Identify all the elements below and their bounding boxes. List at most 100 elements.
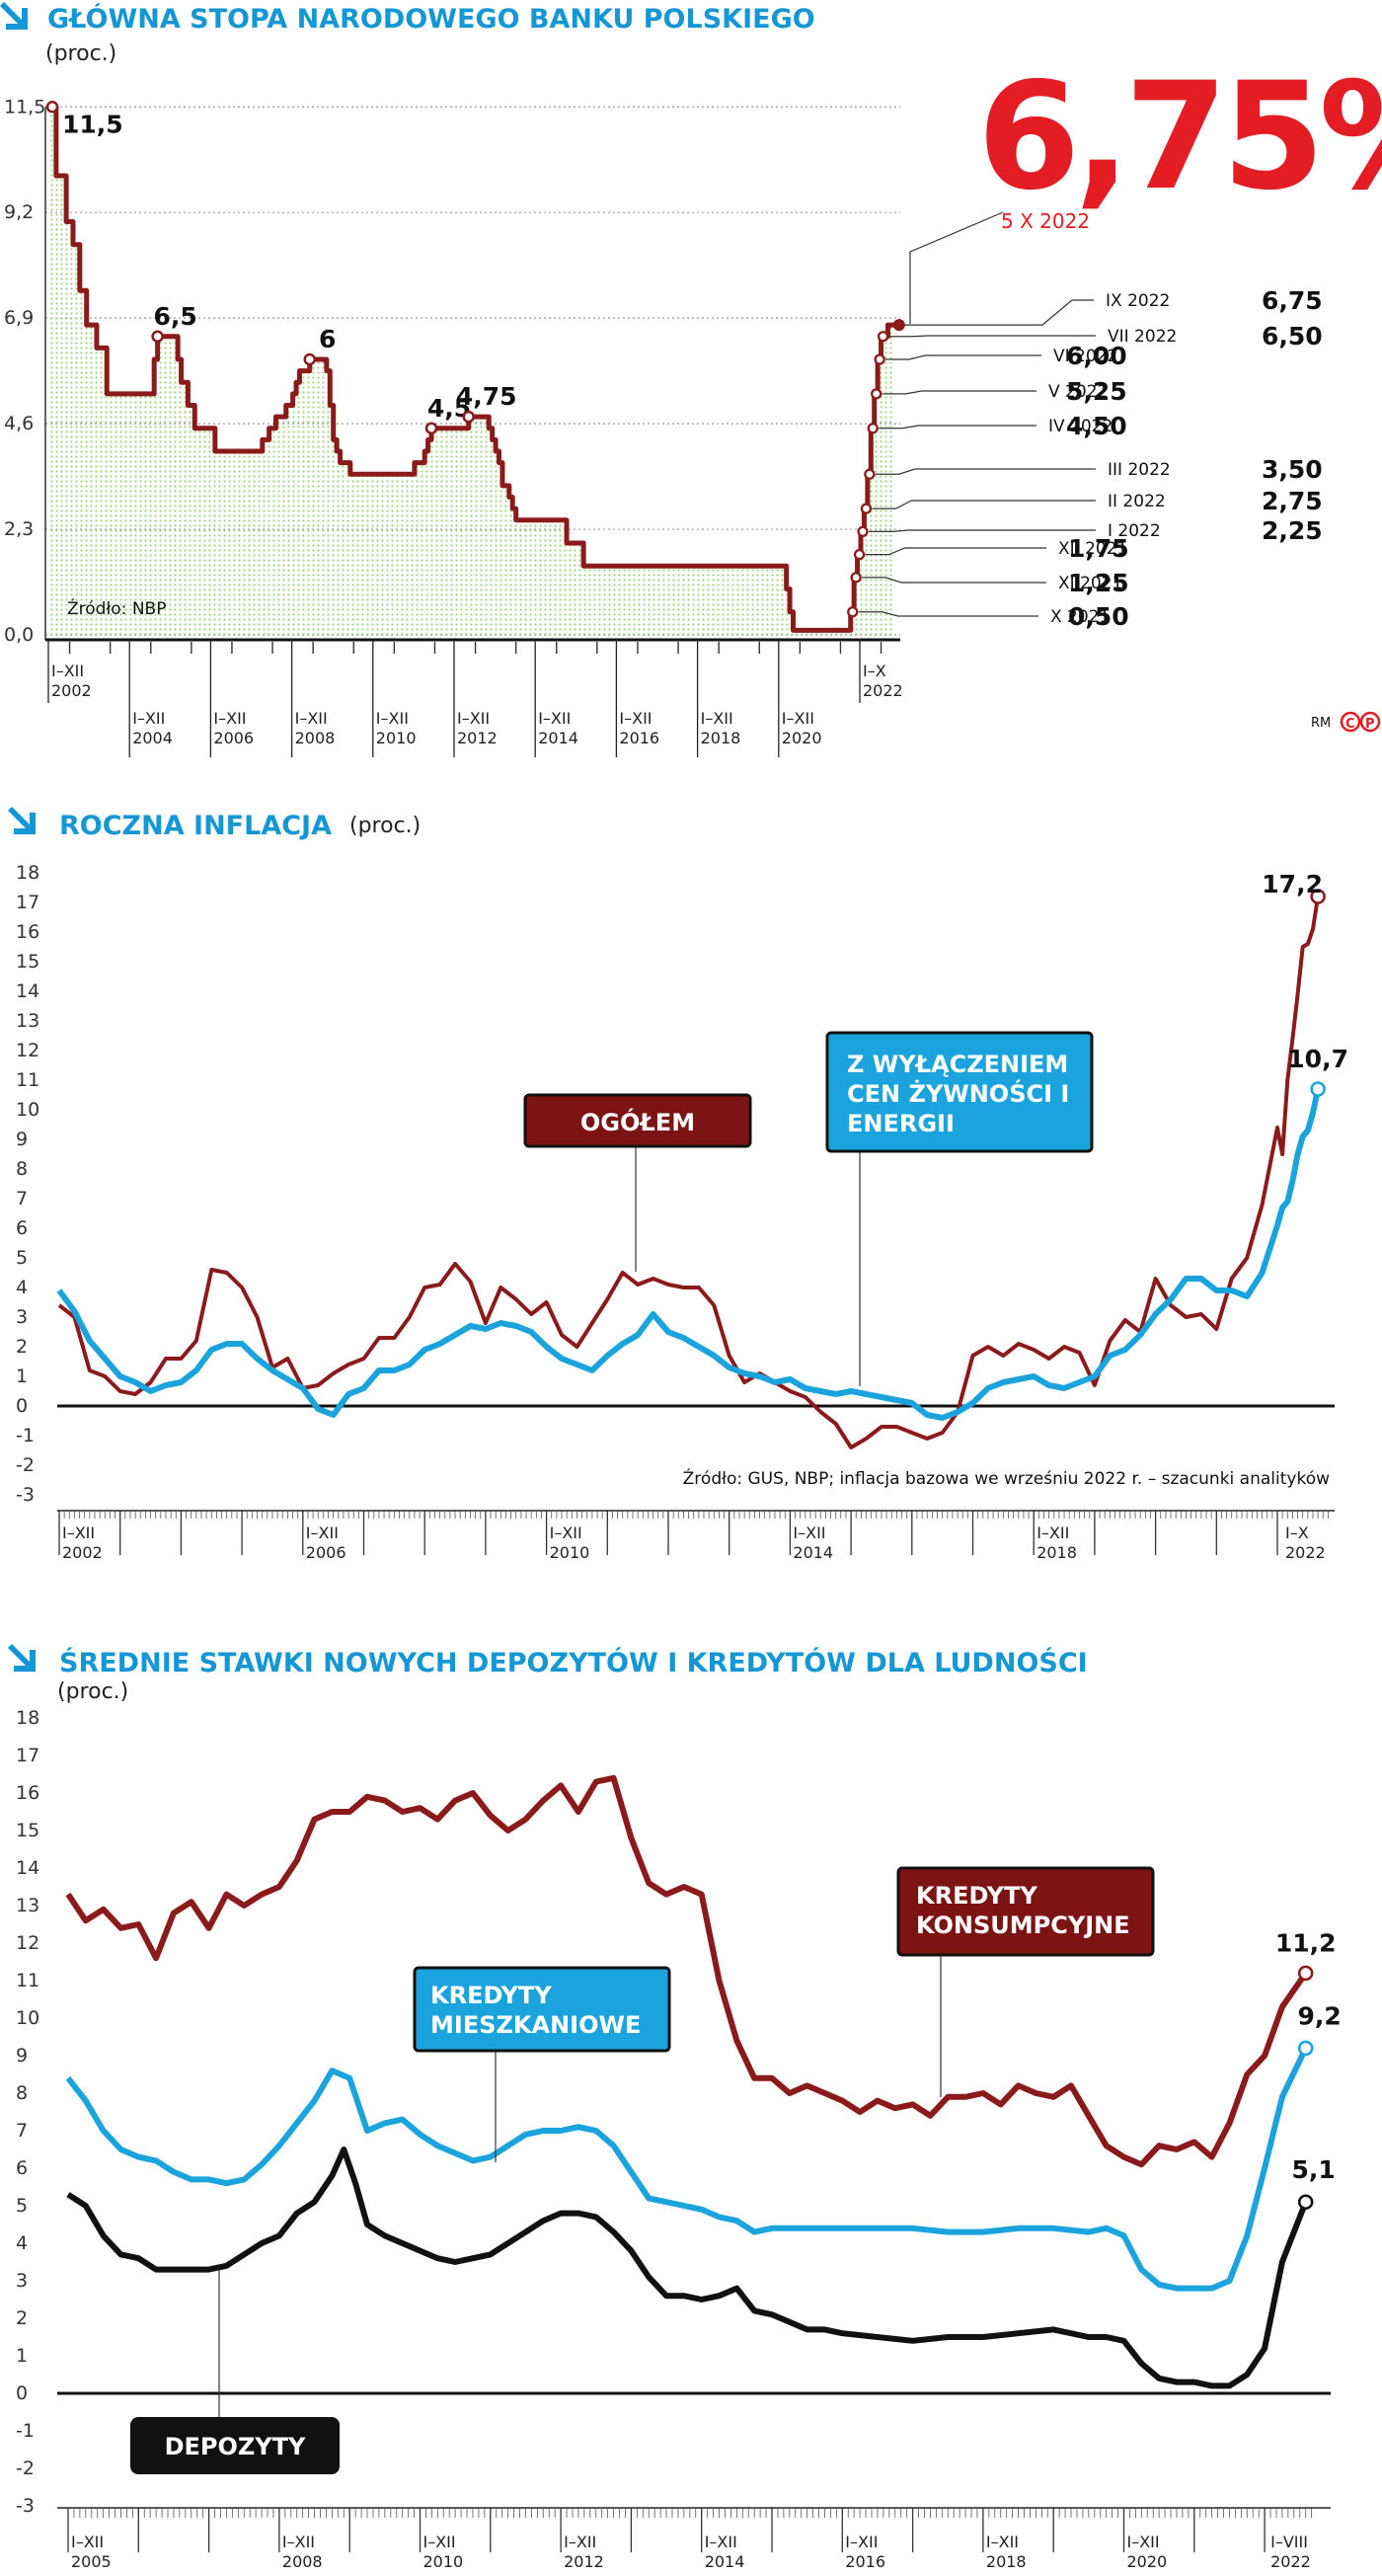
y-tick-label: 18 [16, 862, 39, 884]
x-tick-label: 2016 [845, 2552, 885, 2571]
x-tick-label: 2022 [1285, 1543, 1326, 1562]
callout-value: 1,75 [1068, 534, 1129, 563]
y-tick-label: 10 [16, 1099, 39, 1121]
x-tick-label: 2012 [457, 729, 498, 747]
core-label-box: Z WYŁĄCZENIEM CEN ŻYWNOŚCI I ENERGII [825, 1031, 1094, 1153]
consumer-label-box: KREDYTY KONSUMPCYJNE [896, 1866, 1155, 1957]
y-tick-label: -2 [16, 1454, 35, 1476]
callout-leader [872, 500, 1096, 509]
y-tick-label: -1 [16, 1425, 35, 1446]
y-tick-label: 5 [16, 1247, 28, 1269]
x-tick-label: 2018 [986, 2552, 1027, 2571]
inflation-chart-title: ROCZNA INFLACJA [59, 811, 332, 841]
callout-value: 5,25 [1066, 377, 1127, 406]
big-rate-date: 5 X 2022 [1001, 209, 1090, 233]
inflation-chart: ROCZNA INFLACJA (proc.) 1817161514131211… [8, 807, 1348, 1562]
callout-value: 2,75 [1262, 487, 1323, 515]
y-tick-label: 7 [16, 2120, 28, 2142]
x-tick-label: I–XII [306, 1523, 339, 1542]
y-tick-label: 2 [16, 1336, 28, 1358]
label-line: KONSUMPCYJNE [916, 1912, 1130, 1939]
x-tick-label: 2016 [619, 729, 659, 747]
x-tick-label: I–XII [619, 709, 652, 728]
x-tick-label: I–XII [132, 709, 165, 728]
x-tick-label: I–XII [793, 1523, 825, 1542]
callout-leader [869, 529, 1096, 532]
x-tick-label: 2006 [306, 1543, 346, 1562]
x-tick-label: I–XII [701, 709, 733, 728]
y-tick-label: 0 [16, 1395, 28, 1417]
x-tick-label: I–XII [62, 1523, 95, 1542]
x-tick-label: I–XII [213, 709, 246, 728]
callout-marker [874, 353, 885, 365]
svg-text:C: C [1345, 717, 1355, 732]
callout-marker [867, 423, 879, 434]
ogolem-label: OGÓŁEM [580, 1107, 695, 1136]
ogolem-label-box: OGÓŁEM [523, 1093, 752, 1148]
peak-marker [45, 101, 59, 114]
y-tick-label: 1 [16, 2345, 28, 2367]
y-tick-label: 9 [16, 2045, 28, 2067]
y-tick-label: 6,9 [4, 307, 34, 329]
y-tick-label: 9 [16, 1129, 28, 1150]
callout-value: 0,50 [1068, 602, 1129, 631]
end-marker [1310, 1081, 1326, 1097]
x-tick-label: I–XII [1127, 2533, 1160, 2551]
y-tick-label: 11,5 [4, 96, 45, 117]
y-tick-label: 8 [16, 1158, 28, 1180]
mortgage-label-box: KREDYTY MIESZKANIOWE [413, 1966, 671, 2053]
x-tick-label: I–XII [538, 709, 571, 728]
y-tick-label: 8 [16, 2082, 28, 2104]
callout-marker [871, 388, 883, 400]
rates-chart-subtitle: (proc.) [57, 1679, 128, 1704]
callout-leader [888, 335, 1096, 338]
deposits-label: DEPOZYTY [165, 2433, 306, 2460]
x-tick-label: 2010 [550, 1543, 590, 1562]
y-tick-label: 13 [16, 1010, 39, 1032]
big-rate-value: 6,75% [977, 51, 1382, 223]
mortgage-label: KREDYTY MIESZKANIOWE [430, 1982, 641, 2039]
rate-area-fill [49, 107, 895, 635]
rate-chart: GŁÓWNA STOPA NARODOWEGO BANKU POLSKIEGO … [0, 2, 1382, 757]
callout-value: 6,00 [1066, 342, 1127, 370]
callout-date: VI 2022 [1053, 347, 1117, 366]
callout-date: XII 2021 [1058, 539, 1127, 559]
x-tick-label: I–X [863, 662, 886, 680]
peak-label: 11,5 [62, 110, 123, 138]
y-tick-label: 6 [16, 2157, 28, 2179]
x-tick-label: 2012 [564, 2552, 604, 2571]
y-tick-label: -3 [16, 2495, 35, 2517]
y-tick-label: 4 [16, 1277, 28, 1298]
x-tick-label: I–XII [423, 2533, 456, 2551]
x-tick-label: I–XII [376, 709, 409, 728]
y-tick-label: 2 [16, 2307, 28, 2329]
callout-date: VII 2022 [1108, 327, 1177, 347]
end-value-label: 10,7 [1287, 1045, 1348, 1073]
callout-date: V 2022 [1048, 382, 1108, 402]
y-tick-label: 12 [16, 1932, 39, 1954]
y-tick-label: 0 [16, 2382, 28, 2404]
y-tick-label: 13 [16, 1895, 39, 1916]
callout-leader [862, 577, 1046, 584]
core-label: Z WYŁĄCZENIEM CEN ŻYWNOŚCI I ENERGII [847, 1051, 1069, 1137]
x-tick-label: I–VIII [1270, 2533, 1308, 2551]
callout-date: I 2022 [1108, 521, 1161, 541]
rates-chart-title: ŚREDNIE STAWKI NOWYCH DEPOZYTÓW I KREDYT… [59, 1647, 1088, 1678]
callout-date: IV 2022 [1048, 417, 1113, 436]
callout-marker [853, 548, 866, 561]
peak-label: 4,75 [456, 382, 517, 411]
deposits-label-box: DEPOZYTY [130, 2417, 340, 2474]
callout-leader [858, 611, 1038, 617]
big-rate-leader [909, 211, 1004, 324]
y-tick-label: 9,2 [4, 201, 34, 223]
y-tick-label: 17 [16, 1745, 39, 1766]
x-tick-label: I–XII [71, 2533, 104, 2551]
y-tick-label: 7 [16, 1188, 28, 1210]
x-tick-label: I–X [1285, 1523, 1309, 1542]
callout-date: IX 2022 [1106, 291, 1170, 311]
callout-value: 2,25 [1262, 516, 1323, 545]
copyright-icon: C P [1340, 711, 1381, 733]
y-tick-label: 4 [16, 2232, 28, 2254]
x-tick-label: I–XII [564, 2533, 596, 2551]
